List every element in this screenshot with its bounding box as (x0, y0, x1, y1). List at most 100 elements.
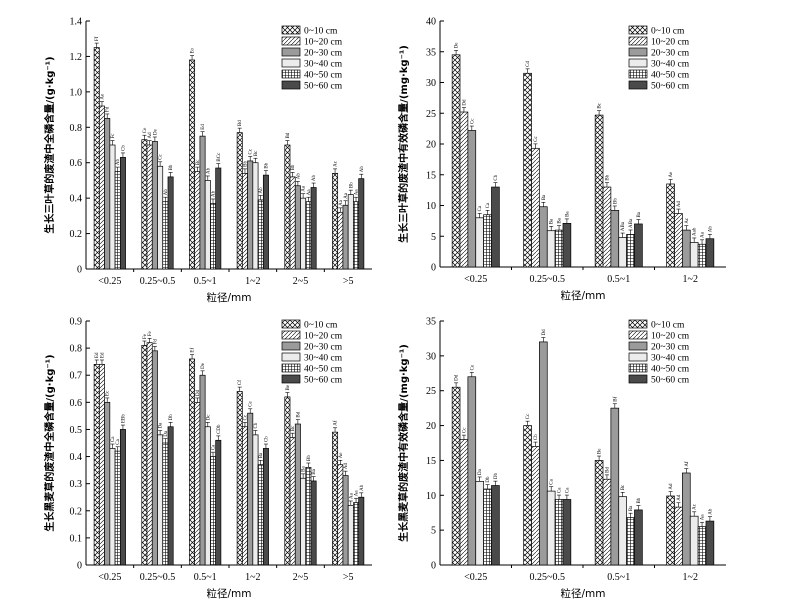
y-tick-label: 5 (431, 526, 436, 537)
bar-40-50-cm-3 (257, 464, 264, 566)
significance-label: Da (159, 422, 164, 429)
significance-label: Ba (312, 468, 317, 474)
significance-label: Cc (249, 148, 254, 154)
y-tick-label: 0 (431, 263, 436, 274)
legend-label: 50~60 cm (304, 376, 343, 386)
y-tick-label: 5 (431, 232, 436, 243)
bar-50-60-cm-3 (705, 238, 715, 268)
y-tick-label: 35 (426, 47, 436, 58)
significance-label: Ce (249, 400, 254, 406)
bar-30-40-cm-2 (204, 180, 211, 270)
bar-50-60-cm-1 (167, 426, 174, 566)
y-axis-label: 生长三叶草的废渣中有效磷含量/(mg·kg⁻¹) (397, 45, 410, 243)
bar-0-10-cm-3 (666, 495, 675, 566)
bar-30-40-cm-4 (300, 477, 307, 566)
chart-panel-3: 0 0.1 0.2 0.3 0.4 0.5 0.6 0.7 0.8 0.9 <0.25 Ed Ed Ec C… (43, 317, 372, 600)
x-tick-label: 0.25~0.5 (530, 274, 565, 285)
legend-label: 0~10 cm (304, 321, 338, 331)
y-tick-label: 0.2 (70, 229, 83, 240)
bar-10-20-cm-2 (194, 171, 201, 270)
y-tick-label: 0.1 (70, 533, 83, 544)
significance-label: Cb (534, 434, 539, 440)
bar-50-60-cm-0 (119, 429, 126, 566)
bar-50-60-cm-5 (358, 496, 365, 566)
y-tick-label: 0.3 (70, 479, 83, 490)
legend-swatch (281, 352, 301, 362)
bar-40-50-cm-3 (697, 526, 707, 566)
bar-20-30-cm-0 (467, 130, 477, 268)
significance-label: Dd (455, 374, 460, 381)
bar-40-50-cm-0 (114, 450, 121, 566)
significance-label: Da (478, 468, 483, 475)
significance-label: Ab (708, 226, 713, 233)
bar-20-30-cm-2 (610, 407, 620, 566)
x-axis-label: 粒径/mm (207, 587, 252, 600)
legend-swatch (628, 330, 648, 340)
x-tick-label: 1~2 (683, 572, 698, 583)
x-tick-label: 0.25~0.5 (530, 572, 565, 583)
y-tick-label: 0.2 (70, 506, 83, 517)
legend-label: 10~20 cm (651, 38, 690, 48)
significance-label: Dc (206, 414, 211, 421)
x-axis-label: 粒径/mm (561, 587, 606, 600)
significance-label: Aa (344, 192, 349, 199)
bar-30-40-cm-5 (347, 194, 354, 270)
bar-0-10-cm-0 (93, 47, 100, 270)
legend-swatch (628, 363, 648, 373)
legend-label: 40~50 cm (304, 365, 343, 375)
significance-label: Bb (264, 162, 269, 168)
significance-label: Fd (106, 106, 111, 112)
bar-30-40-cm-4 (300, 197, 307, 270)
x-tick-label: 0.5~1 (194, 572, 217, 583)
y-axis-label: 生长三叶草的废渣中全磷含量/(g·kg⁻¹) (43, 56, 56, 233)
significance-label: Ca (486, 202, 491, 208)
bar-30-40-cm-1 (546, 490, 556, 566)
significance-label: Ba (542, 194, 547, 200)
significance-label: Ad (148, 132, 153, 139)
y-tick-label: 0.6 (70, 398, 83, 409)
bar-10-20-cm-1 (531, 446, 540, 566)
x-tick-label: <0.25 (98, 572, 121, 583)
bar-20-30-cm-3 (682, 229, 691, 268)
bar-50-60-cm-3 (705, 520, 715, 566)
bar-30-40-cm-3 (689, 242, 699, 268)
x-axis-label: 粒径/mm (207, 291, 252, 304)
significance-label: Aa (307, 189, 312, 196)
bar-0-10-cm-0 (451, 54, 461, 268)
bar-40-50-cm-5 (353, 201, 360, 270)
significance-label: Ae (339, 452, 344, 459)
significance-label: Cc (462, 427, 467, 433)
bar-20-30-cm-2 (199, 374, 206, 566)
legend-swatch (628, 352, 648, 362)
significance-label: Db (494, 473, 499, 480)
bar-20-30-cm-5 (342, 204, 349, 270)
bar-10-20-cm-5 (337, 211, 344, 270)
bar-10-20-cm-0 (98, 364, 105, 566)
significance-label: Ba (302, 466, 307, 472)
bar-40-50-cm-5 (353, 502, 360, 566)
x-tick-label: 0.25~0.5 (140, 276, 175, 287)
significance-label: Bd (296, 411, 301, 417)
significance-label: Ab (360, 484, 365, 491)
bar-0-10-cm-1 (141, 139, 148, 270)
bar-50-60-cm-4 (310, 187, 317, 270)
y-tick-label: 0 (77, 561, 82, 572)
y-tick-label: 20 (426, 421, 436, 432)
bar-0-10-cm-3 (236, 391, 243, 566)
bar-20-30-cm-1 (539, 341, 548, 566)
significance-label: Aa (339, 199, 344, 206)
legend-label: 40~50 cm (651, 71, 690, 81)
bar-50-60-cm-1 (562, 222, 572, 268)
significance-label: Aa (349, 492, 354, 499)
y-tick-label: 25 (426, 386, 436, 397)
legend-label: 0~10 cm (304, 27, 338, 37)
bar-40-50-cm-1 (162, 201, 169, 270)
bar-10-20-cm-0 (98, 105, 105, 270)
bar-50-60-cm-2 (215, 167, 222, 270)
significance-label: Fe (148, 331, 153, 337)
chart-panel-4: 05101520253035<0.25DdCcCeDaDbDb0.25~0.5C… (397, 317, 726, 600)
significance-label: Be (286, 384, 291, 390)
bar-30-40-cm-1 (546, 230, 556, 268)
y-axis-label: 生长黑麦草的废渣中有效磷含量/(mg·kg⁻¹) (397, 344, 410, 542)
bar-40-50-cm-0 (114, 171, 121, 270)
